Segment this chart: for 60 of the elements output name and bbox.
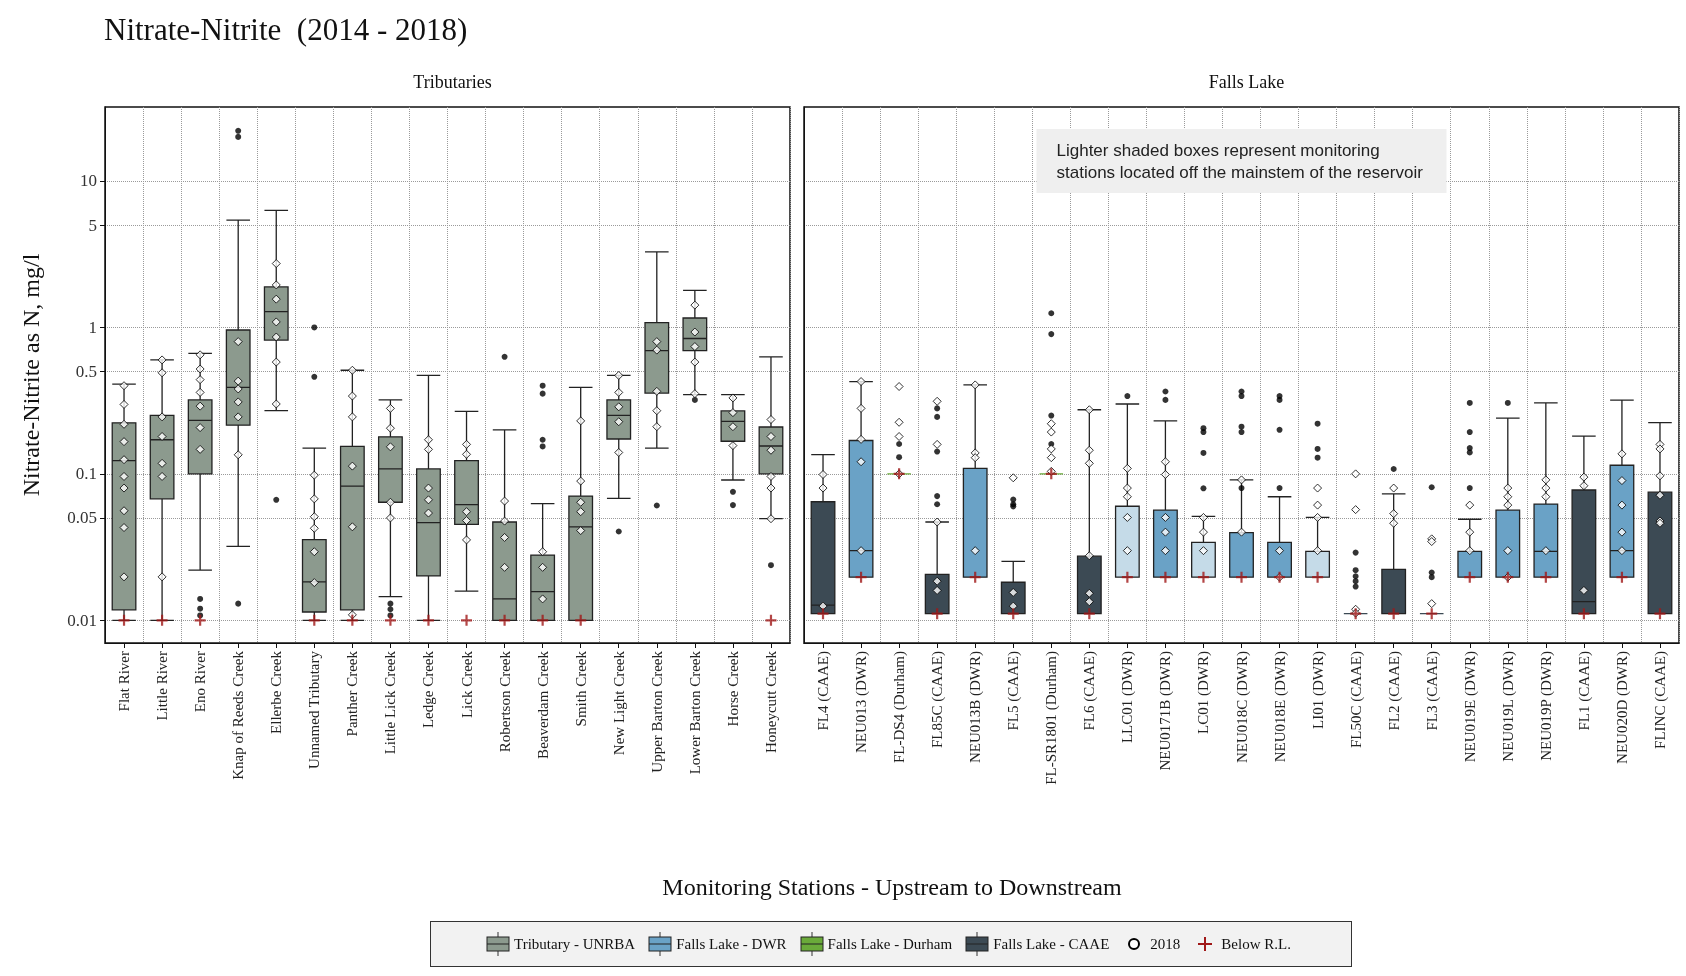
legend-label: Below R.L. [1221,935,1291,953]
x-tick-label: Little Lick Creek [382,650,399,755]
chart-subtitle: Tributaries [413,72,492,92]
x-tick-label: Ledge Creek [420,650,437,729]
x-tick-label: LLC01 (DWR) [1119,651,1137,744]
x-tick-label: Flat River [116,651,133,712]
x-tick-label: NEU019L (DWR) [1499,651,1517,762]
y-tick-label: 0.05 [67,508,97,528]
x-tick-label: NEU0171B (DWR) [1157,651,1175,771]
y-tick-label: 10 [80,171,97,191]
legend-label: Falls Lake - Durham [827,935,953,953]
x-tick-label: FL-SR1801 (Durham) [1043,651,1061,785]
x-tick-label: Lick Creek [458,650,475,719]
x-tick-label: Eno River [192,651,209,713]
x-tick-label: Upper Barton Creek [648,650,665,773]
legend-label: Falls Lake - DWR [676,935,787,953]
x-tick-label: FL1 (CAAE) [1575,651,1593,731]
legend-label: Falls Lake - CAAE [993,935,1110,953]
x-tick-label: Smith Creek [572,650,589,727]
x-tick-label: FL5 (CAAE) [1005,651,1023,731]
x-tick-label: NEU018C (DWR) [1233,651,1251,764]
x-tick-label: Unnamed Tributary [306,650,323,769]
x-tick-label: FLINC (CAAE) [1651,651,1669,749]
chart-subtitle: Falls Lake [1208,72,1285,92]
legend-label: 2018 [1150,935,1181,953]
x-tick-label: Panther Creek [344,650,361,737]
y-tick-label: 0.01 [67,610,97,630]
x-tick-label: LC01 (DWR) [1195,651,1213,734]
x-tick-label: NEU013 (DWR) [853,651,871,754]
y-tick-label: 0.5 [75,362,97,382]
x-tick-label: NEU019P (DWR) [1537,651,1555,761]
x-tick-label: NEU018E (DWR) [1271,651,1289,763]
annotation: Lighter shaded boxes represent monitoring stations located off the mainstem of the reservoir [1056,140,1424,182]
x-tick-label: FL6 (CAAE) [1081,651,1099,731]
chart-title: Nitrate-Nitrite (2014 - 2018) [104,12,468,48]
x-tick-label: Beaverdam Creek [534,650,551,759]
x-tick-label: NEU020D (DWR) [1613,651,1631,764]
x-tick-label: Horse Creek [724,650,741,727]
x-tick-label: New Light Creek [610,650,627,756]
x-tick-label: Knap of Reeds Creek [230,650,247,780]
legend-label: Tributary - UNRBA [514,935,636,953]
x-tick-label: FL50C (CAAE) [1347,651,1365,749]
x-tick-label: FL-DS4 (Durham) [891,651,909,764]
x-tick-label: Ellerbe Creek [268,650,285,734]
x-tick-label: NEU019E (DWR) [1461,651,1479,763]
x-tick-label: FL85C (CAAE) [929,651,947,749]
y-tick-label: 1 [88,317,97,337]
x-tick-label: LI01 (DWR) [1309,651,1327,729]
x-tick-label: FL4 (CAAE) [815,651,833,731]
x-tick-label: NEU013B (DWR) [967,651,985,764]
x-tick-label: FL2 (CAAE) [1385,651,1403,731]
x-tick-label: Lower Barton Creek [686,650,703,775]
x-tick-label: FL3 (CAAE) [1423,651,1441,731]
y-tick-label: 0.1 [75,464,97,484]
y-tick-label: 5 [88,215,97,235]
x-tick-label: Robertson Creek [496,650,513,753]
x-axis-title: Monitoring Stations - Upstream to Downstream [661,874,1123,901]
x-tick-label: Honeycutt Creek [762,650,779,754]
y-axis-title: Nitrate-Nitrite as N, mg/l [18,253,44,497]
x-tick-label: Little River [154,651,171,721]
